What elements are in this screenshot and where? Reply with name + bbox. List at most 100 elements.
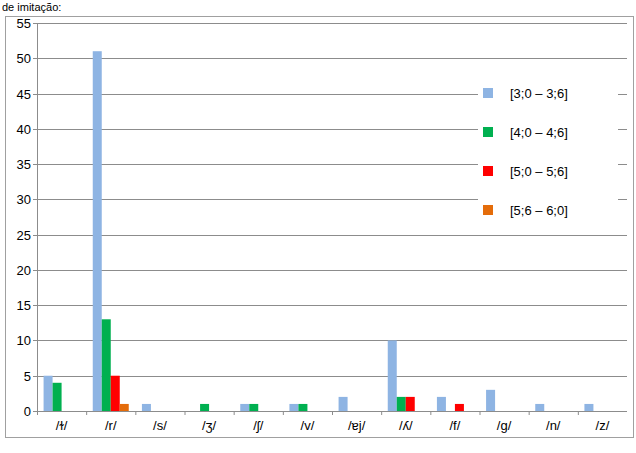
y-tick-label: 25 <box>17 228 31 243</box>
y-tick-label: 0 <box>24 404 31 419</box>
x-tick-mark <box>86 411 87 415</box>
bar <box>267 411 276 412</box>
bar <box>169 411 178 412</box>
legend: [3;0 – 3;6][4;0 – 4;6][5;0 – 5;6][5;6 – … <box>478 78 618 218</box>
bar <box>415 411 424 412</box>
y-tick-label: 15 <box>17 298 31 313</box>
x-tick-mark <box>234 411 235 415</box>
bar <box>249 404 258 411</box>
legend-label: [5;6 – 6;0] <box>510 203 568 218</box>
bar <box>289 404 298 411</box>
bar <box>209 411 218 412</box>
tick-mark <box>33 305 37 306</box>
y-tick-label: 5 <box>24 369 31 384</box>
x-tick-label: /n/ <box>546 418 561 433</box>
x-tick-label: /z/ <box>596 418 610 433</box>
bar <box>200 404 209 411</box>
grid-line <box>37 376 627 377</box>
grid-line <box>37 305 627 306</box>
tick-mark <box>33 94 37 95</box>
bar <box>357 411 366 412</box>
bar <box>446 411 455 412</box>
tick-mark <box>33 199 37 200</box>
bar <box>397 397 406 411</box>
title: de imitação: <box>2 1 61 13</box>
tick-mark <box>33 23 37 24</box>
x-tick-mark <box>480 411 481 415</box>
x-tick-label: /ʎ/ <box>399 418 413 433</box>
bar <box>258 411 267 412</box>
x-tick-mark <box>430 411 431 415</box>
bar <box>71 411 80 412</box>
bar <box>437 397 446 411</box>
grid-line <box>37 340 627 341</box>
bar <box>535 404 544 411</box>
bar <box>366 411 375 412</box>
x-tick-label: /s/ <box>153 418 167 433</box>
y-tick-label: 10 <box>17 333 31 348</box>
bar <box>611 411 620 412</box>
x-tick-label: /ʃ/ <box>253 418 264 433</box>
y-tick-label: 45 <box>17 87 31 102</box>
grid-line <box>37 23 627 24</box>
bar <box>160 411 169 412</box>
bar <box>544 411 553 412</box>
bar <box>102 319 111 411</box>
x-tick-label: /ɫ/ <box>56 418 68 433</box>
bar <box>504 411 513 412</box>
legend-swatch <box>483 127 493 137</box>
bar <box>307 411 316 412</box>
bar <box>142 404 151 411</box>
tick-mark <box>33 270 37 271</box>
bar <box>120 404 129 411</box>
bar <box>455 404 464 411</box>
x-tick-mark <box>332 411 333 415</box>
legend-label: [4;0 – 4;6] <box>510 125 568 140</box>
bar <box>93 51 102 411</box>
x-tick-mark <box>37 411 38 415</box>
chart: de imitação:0510152025303540455055/ɫ//r/… <box>0 0 636 453</box>
legend-box <box>478 78 618 218</box>
x-tick-mark <box>283 411 284 415</box>
x-tick-mark <box>185 411 186 415</box>
bar <box>62 411 71 412</box>
bar <box>151 411 160 412</box>
legend-swatch <box>483 88 493 98</box>
y-tick-label: 30 <box>17 192 31 207</box>
y-tick-label: 55 <box>17 16 31 31</box>
bar <box>464 411 473 412</box>
bar <box>44 376 53 411</box>
bar <box>553 411 562 412</box>
bar <box>339 397 348 411</box>
tick-mark <box>33 340 37 341</box>
x-tick-label: /f/ <box>449 418 460 433</box>
bar <box>513 411 522 412</box>
tick-mark <box>33 235 37 236</box>
y-tick-label: 40 <box>17 122 31 137</box>
tick-mark <box>33 376 37 377</box>
grid-line <box>37 58 627 59</box>
chart-frame <box>6 17 634 438</box>
y-tick-label: 20 <box>17 263 31 278</box>
bar <box>388 340 397 411</box>
grid-line <box>37 235 627 236</box>
x-tick-label: /ɐj/ <box>348 418 366 433</box>
bar <box>584 404 593 411</box>
bar <box>406 397 415 411</box>
tick-mark <box>33 411 37 412</box>
x-tick-mark <box>135 411 136 415</box>
bar <box>298 404 307 411</box>
x-tick-mark <box>381 411 382 415</box>
x-tick-label: /v/ <box>301 418 315 433</box>
legend-label: [5;0 – 5;6] <box>510 164 568 179</box>
bar <box>191 411 200 412</box>
legend-swatch <box>483 205 493 215</box>
bar <box>316 411 325 412</box>
x-tick-mark <box>578 411 579 415</box>
x-tick-mark <box>529 411 530 415</box>
tick-mark <box>33 164 37 165</box>
x-tick-label: /ʒ/ <box>202 418 217 433</box>
y-tick-label: 35 <box>17 157 31 172</box>
tick-mark <box>33 58 37 59</box>
bar <box>602 411 611 412</box>
